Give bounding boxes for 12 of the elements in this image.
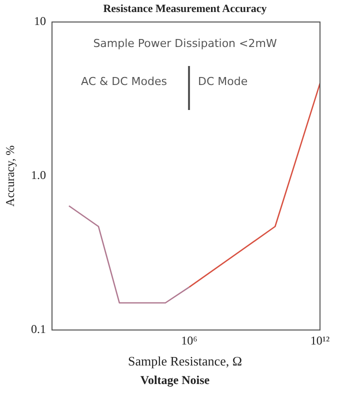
annotation: Sample Power Dissipation <2mW [93, 36, 277, 50]
x-tick-label: 10⁶ [181, 333, 198, 348]
text: Voltage Noise [140, 373, 210, 388]
chart-title: Resistance Measurement Accuracy [103, 2, 268, 15]
y-tick-label: 1.0 [31, 168, 46, 182]
y-axis-title: Accuracy, % [3, 145, 18, 207]
x-axis-title: Sample Resistance, Ω [128, 353, 242, 368]
y-tick-label: 10 [34, 14, 46, 28]
annotation: DC Mode [198, 74, 248, 88]
annotation: AC & DC Modes [81, 74, 168, 88]
x-tick-label: 10¹² [310, 333, 330, 348]
y-tick-label: 0.1 [31, 322, 46, 336]
